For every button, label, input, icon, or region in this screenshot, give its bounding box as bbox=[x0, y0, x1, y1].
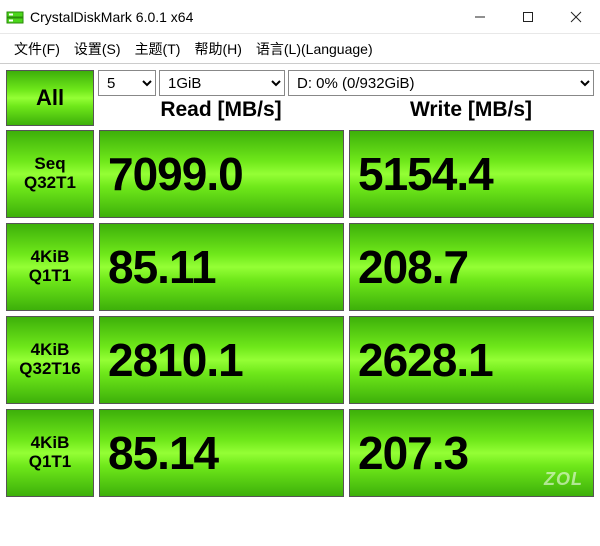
window-controls bbox=[456, 0, 600, 33]
menu-language[interactable]: 语言(L)(Language) bbox=[250, 37, 379, 61]
test-count-select[interactable]: 5 bbox=[98, 70, 156, 96]
menubar: 文件(F) 设置(S) 主题(T) 帮助(H) 语言(L)(Language) bbox=[0, 34, 600, 64]
test-size-select[interactable]: 1GiB bbox=[159, 70, 285, 96]
row-label-line1: Seq bbox=[34, 155, 65, 174]
result-row: 4KiB Q32T16 2810.1 2628.1 bbox=[6, 316, 594, 404]
result-row: Seq Q32T1 7099.0 5154.4 bbox=[6, 130, 594, 218]
row-label-line2: Q1T1 bbox=[29, 267, 72, 286]
row-label-4k-q1t1[interactable]: 4KiB Q1T1 bbox=[6, 223, 94, 311]
drive-select[interactable]: D: 0% (0/932GiB) bbox=[288, 70, 594, 96]
row-label-4k-q1t1-b[interactable]: 4KiB Q1T1 bbox=[6, 409, 94, 497]
content: All 5 1GiB D: 0% (0/932GiB) Read [MB/s] … bbox=[0, 64, 600, 503]
cell-write: 207.3 ZOL bbox=[349, 409, 594, 497]
row-label-4k-q32t16[interactable]: 4KiB Q32T16 bbox=[6, 316, 94, 404]
window-title: CrystalDiskMark 6.0.1 x64 bbox=[30, 9, 456, 25]
row-label-line1: 4KiB bbox=[31, 341, 70, 360]
cell-read: 85.14 bbox=[99, 409, 344, 497]
results-grid: Seq Q32T1 7099.0 5154.4 4KiB Q1T1 85.11 … bbox=[6, 130, 594, 497]
cell-read: 7099.0 bbox=[99, 130, 344, 218]
app-icon bbox=[6, 8, 24, 26]
top-row: All 5 1GiB D: 0% (0/932GiB) Read [MB/s] … bbox=[6, 70, 594, 126]
column-headers: Read [MB/s] Write [MB/s] bbox=[98, 98, 594, 122]
result-row: 4KiB Q1T1 85.14 207.3 ZOL bbox=[6, 409, 594, 497]
header-write: Write [MB/s] bbox=[348, 98, 594, 122]
selectors: 5 1GiB D: 0% (0/932GiB) bbox=[98, 70, 594, 96]
cell-write: 2628.1 bbox=[349, 316, 594, 404]
titlebar: CrystalDiskMark 6.0.1 x64 bbox=[0, 0, 600, 34]
row-label-line2: Q1T1 bbox=[29, 453, 72, 472]
menu-theme[interactable]: 主题(T) bbox=[129, 37, 187, 61]
row-label-line1: 4KiB bbox=[31, 248, 70, 267]
top-row-right: 5 1GiB D: 0% (0/932GiB) Read [MB/s] Writ… bbox=[98, 70, 594, 126]
all-button[interactable]: All bbox=[6, 70, 94, 126]
result-row: 4KiB Q1T1 85.11 208.7 bbox=[6, 223, 594, 311]
row-label-line2: Q32T16 bbox=[19, 360, 80, 379]
cell-write: 208.7 bbox=[349, 223, 594, 311]
header-read: Read [MB/s] bbox=[98, 98, 344, 122]
minimize-button[interactable] bbox=[456, 0, 504, 33]
row-label-line1: 4KiB bbox=[31, 434, 70, 453]
menu-file[interactable]: 文件(F) bbox=[8, 37, 66, 61]
menu-help[interactable]: 帮助(H) bbox=[188, 37, 247, 61]
cell-read: 85.11 bbox=[99, 223, 344, 311]
close-button[interactable] bbox=[552, 0, 600, 33]
menu-settings[interactable]: 设置(S) bbox=[68, 37, 127, 61]
maximize-button[interactable] bbox=[504, 0, 552, 33]
row-label-line2: Q32T1 bbox=[24, 174, 76, 193]
row-label-seq-q32t1[interactable]: Seq Q32T1 bbox=[6, 130, 94, 218]
cell-read: 2810.1 bbox=[99, 316, 344, 404]
watermark: ZOL bbox=[544, 469, 583, 490]
cell-write: 5154.4 bbox=[349, 130, 594, 218]
